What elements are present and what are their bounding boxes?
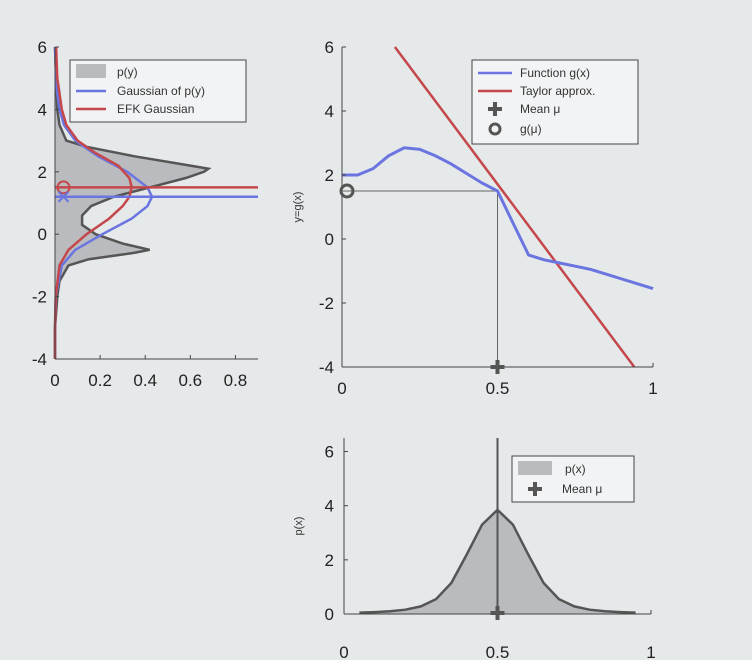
px-y-axis-label: p(x) — [293, 517, 305, 536]
mean-legend-swatch — [488, 102, 502, 116]
py-line — [53, 46, 212, 359]
py-x-tick-label: 0.8 — [224, 371, 248, 390]
gx-y-tick-label: 6 — [325, 38, 334, 57]
gx-y-tick-label: -4 — [319, 358, 334, 377]
gx-y-tick-label: -2 — [319, 294, 334, 313]
gaussian-mean-x-marker — [57, 191, 70, 203]
gx-x-tick-label: 0 — [337, 379, 346, 398]
gx-x-tick-label: 0.5 — [486, 379, 510, 398]
px-legend-label: p(x) — [565, 462, 586, 476]
mean-mu-plus-marker — [490, 360, 505, 374]
px-mean-legend-label: Mean μ — [562, 482, 602, 496]
py-y-tick-label: -4 — [32, 350, 47, 369]
mean-legend-label: Mean μ — [520, 102, 560, 116]
g-mu-legend-label: g(μ) — [520, 122, 542, 136]
py-y-tick-label: 2 — [38, 163, 47, 182]
gx-x-tick-label: 1 — [648, 379, 657, 398]
py-legend-label: p(y) — [117, 65, 138, 79]
efk-mean-circle-marker — [56, 180, 71, 195]
py-legend-swatch — [76, 64, 106, 78]
function-legend-label: Function g(x) — [520, 66, 590, 80]
px-mean-plus-marker — [490, 606, 505, 620]
px-y-tick-label: 0 — [325, 605, 334, 624]
efk-legend-label: EFK Gaussian — [117, 102, 194, 116]
py-x-tick-label: 0.2 — [88, 371, 112, 390]
px-x-tick-label: 1 — [646, 643, 655, 660]
efk-gaussian-line — [53, 46, 133, 359]
gx-y-axis-label: y=g(x) — [292, 192, 304, 223]
py-y-tick-label: 4 — [38, 100, 47, 119]
py-x-tick-label: 0.6 — [179, 371, 203, 390]
gaussian-of-py-line — [53, 46, 154, 359]
py-x-tick-label: 0 — [50, 371, 59, 390]
px-legend-swatch — [518, 461, 552, 475]
gx-y-tick-label: 4 — [325, 102, 334, 121]
g-mu-circle-marker — [339, 183, 355, 199]
function-gx-line — [342, 146, 654, 291]
taylor-approx-line — [393, 46, 636, 368]
py-y-tick-label: -2 — [32, 288, 47, 307]
gx-y-tick-label: 2 — [325, 166, 334, 185]
px-legend-box — [511, 455, 635, 503]
gaussian-legend-label: Gaussian of p(y) — [117, 84, 205, 98]
input-distribution-chart: 0 0.5 1 0 2 4 6 p(x) p(x) Mean μ — [293, 438, 656, 660]
px-y-tick-label: 6 — [325, 443, 334, 462]
px-y-tick-label: 4 — [325, 497, 334, 516]
function-taylor-chart: 0 0.5 1 -4 -2 0 2 4 6 y=g(x) Function g(x) Taylor a… — [292, 38, 658, 398]
py-y-tick-label: 6 — [38, 38, 47, 57]
px-y-tick-label: 2 — [325, 551, 334, 570]
px-x-tick-label: 0 — [339, 643, 348, 660]
py-area — [55, 47, 209, 359]
g-mu-legend-swatch — [488, 122, 502, 136]
gx-y-tick-label: 0 — [325, 230, 334, 249]
px-mean-legend-swatch — [528, 482, 542, 496]
px-x-tick-label: 0.5 — [486, 643, 510, 660]
taylor-legend-label: Taylor approx. — [520, 84, 595, 98]
py-y-tick-label: 0 — [38, 225, 47, 244]
py-x-tick-label: 0.4 — [133, 371, 157, 390]
output-distribution-chart: 0 0.2 0.4 0.6 0.8 -4 -2 0 2 4 6 p(y) Gaussian of p(y… — [32, 38, 258, 390]
